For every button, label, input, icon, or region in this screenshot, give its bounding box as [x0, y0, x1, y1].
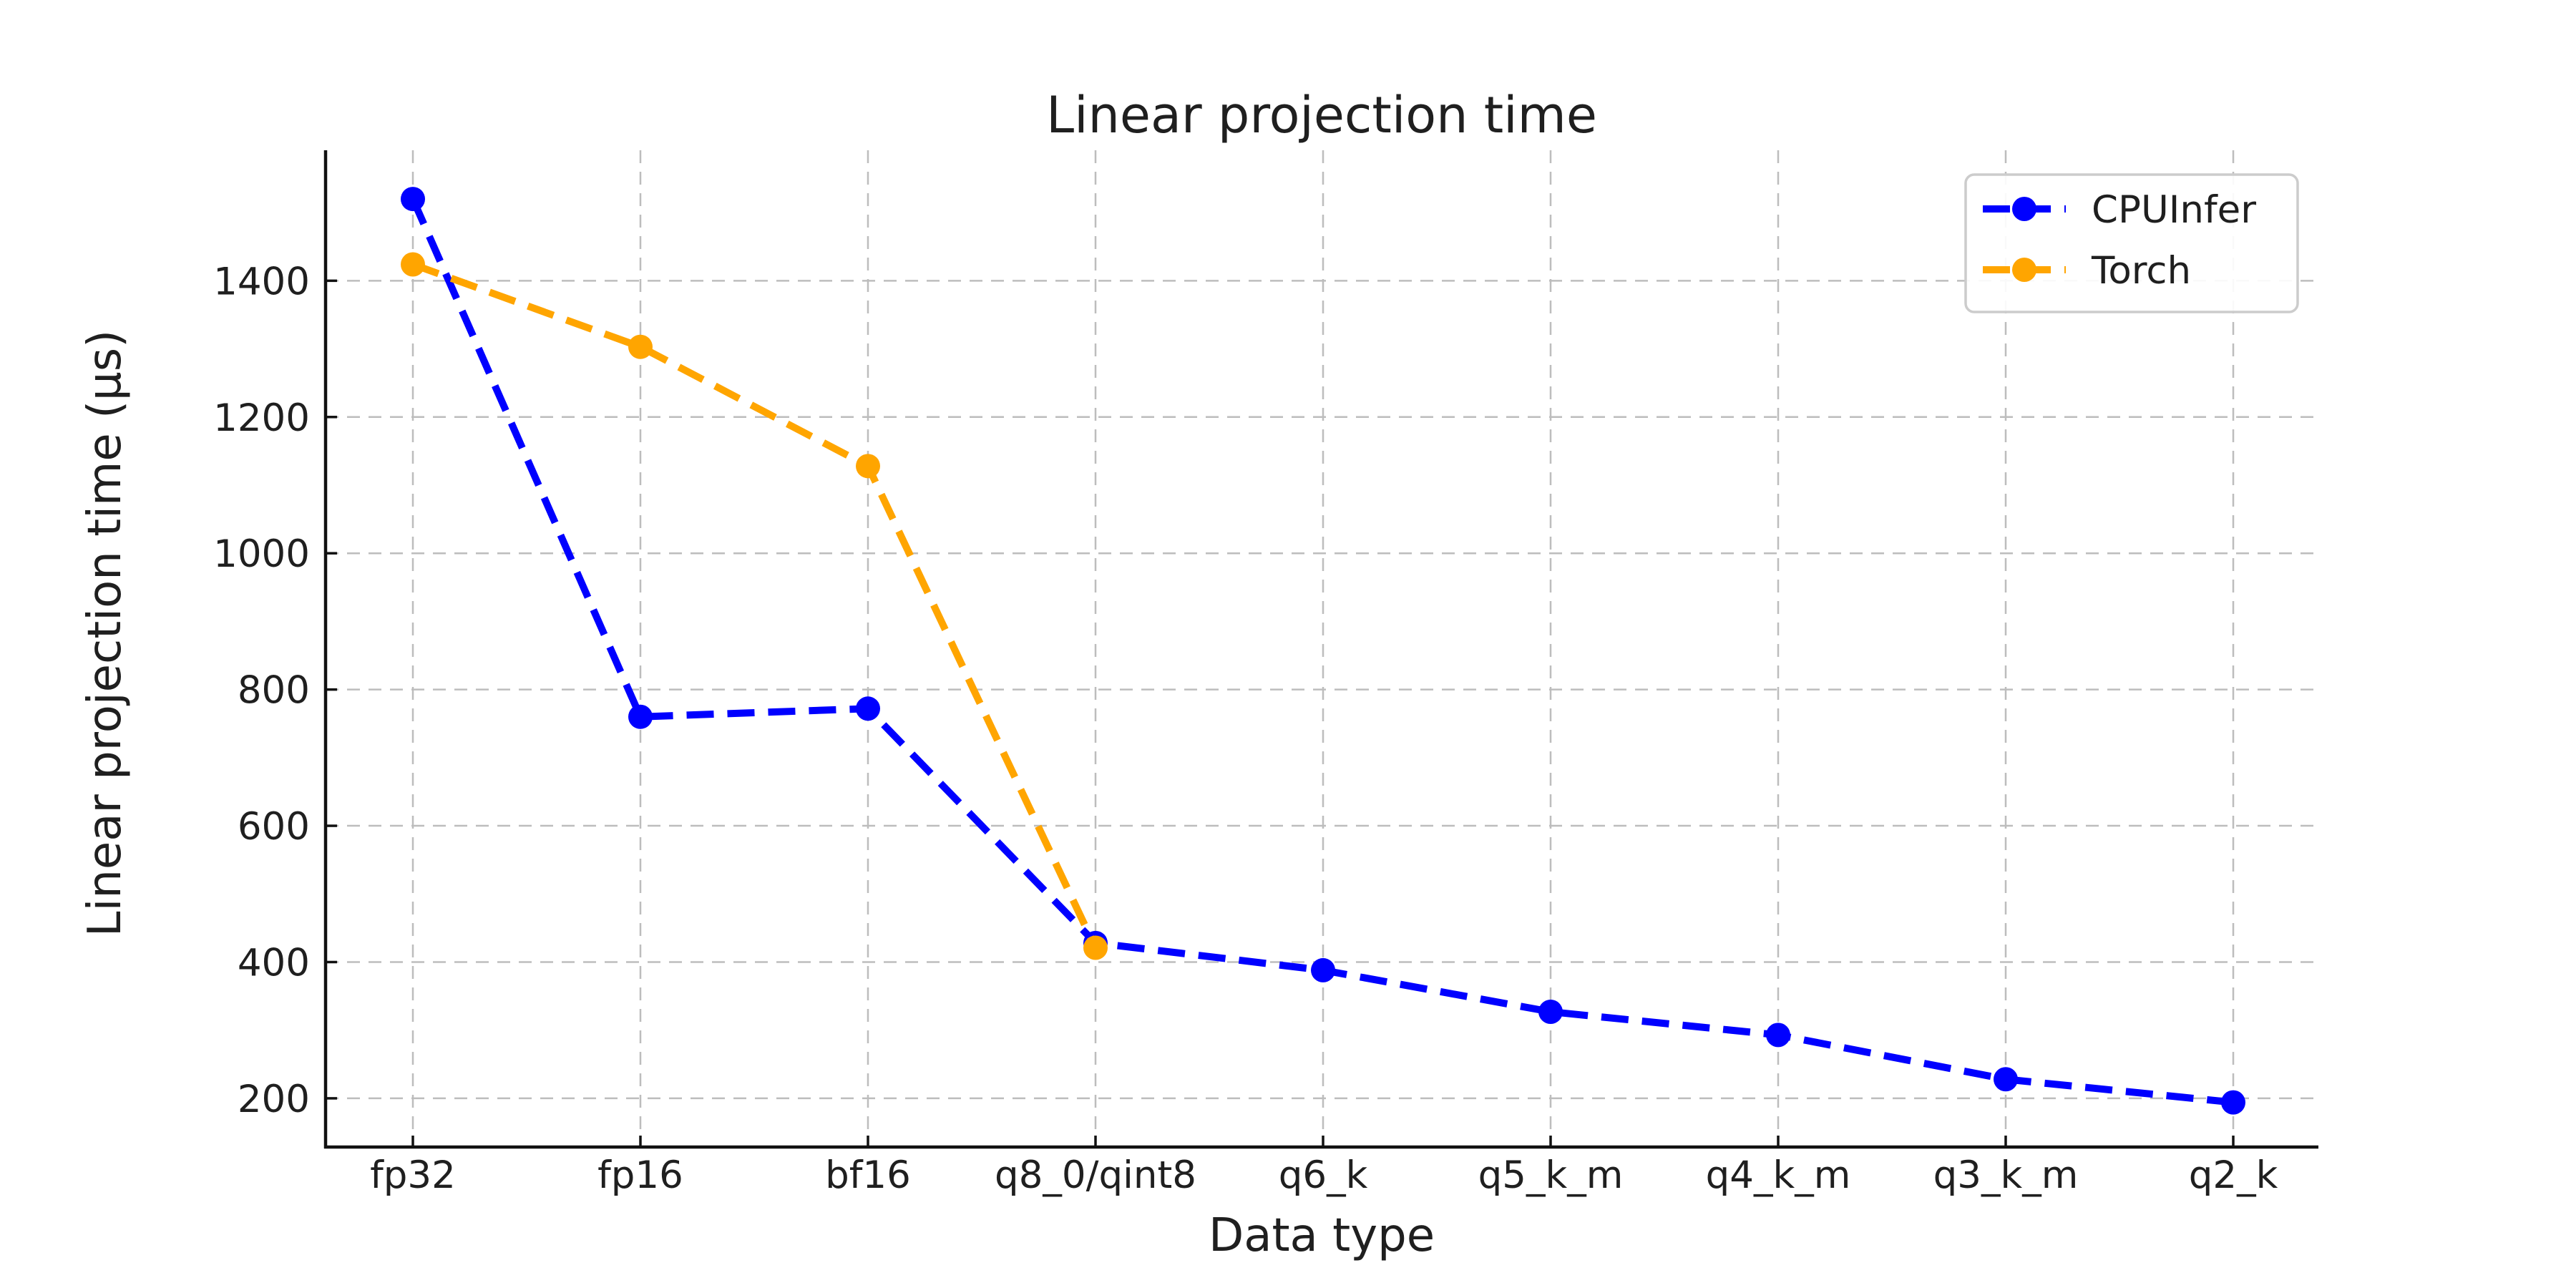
x-tick-label: q3_k_m	[1933, 1153, 2079, 1197]
legend-sample-marker-torch	[2012, 258, 2036, 282]
x-tick-label: bf16	[825, 1153, 911, 1197]
data-point-cpuinfer	[856, 696, 880, 721]
y-tick-label: 400	[238, 941, 310, 985]
x-tick-label: q4_k_m	[1706, 1153, 1851, 1197]
y-tick-label: 1400	[213, 260, 310, 303]
x-tick-label: q5_k_m	[1478, 1153, 1624, 1197]
data-point-torch	[1083, 935, 1108, 960]
data-point-cpuinfer	[628, 704, 653, 729]
data-point-cpuinfer	[1311, 957, 1335, 982]
y-tick-label: 1200	[213, 396, 310, 440]
chart-title: Linear projection time	[1046, 86, 1597, 145]
axes-layer	[323, 150, 2318, 1149]
data-point-cpuinfer	[1766, 1023, 1790, 1048]
data-point-cpuinfer	[2221, 1090, 2245, 1115]
x-tick-label: fp32	[370, 1153, 456, 1197]
data-point-torch	[856, 454, 880, 479]
data-point-torch	[628, 334, 653, 359]
ticklabel-layer: 200 400 600 800 1000 1200 1400 fp32 fp16 bf16 q8_0…	[213, 260, 2278, 1197]
x-tick-label: q8_0/qint8	[995, 1153, 1196, 1197]
y-tick-label: 800	[238, 669, 310, 713]
y-tick-label: 1000	[213, 532, 310, 576]
x-tick-label: fp16	[597, 1153, 683, 1197]
x-tick-label: q2_k	[2189, 1153, 2278, 1197]
grid-layer	[326, 150, 2318, 1147]
data-point-cpuinfer	[1994, 1067, 2018, 1092]
legend-label-torch: Torch	[2091, 249, 2191, 293]
x-axis-label: Data type	[1209, 1209, 1435, 1262]
legend-label-cpuinfer: CPUInfer	[2092, 188, 2256, 232]
data-point-torch	[401, 252, 425, 277]
y-tick-label: 200	[238, 1078, 310, 1121]
data-point-cpuinfer	[401, 187, 425, 212]
data-point-cpuinfer	[1538, 999, 1563, 1024]
x-tick-label: q6_k	[1279, 1153, 1368, 1197]
y-axis-label: Linear projection time (µs)	[79, 330, 132, 937]
series-layer	[401, 187, 2245, 1115]
y-tick-label: 600	[238, 805, 310, 849]
legend-sample-marker-cpuinfer	[2012, 197, 2036, 221]
series-line-torch	[411, 260, 1099, 950]
legend-layer: CPUInfer Torch	[1964, 173, 2299, 313]
